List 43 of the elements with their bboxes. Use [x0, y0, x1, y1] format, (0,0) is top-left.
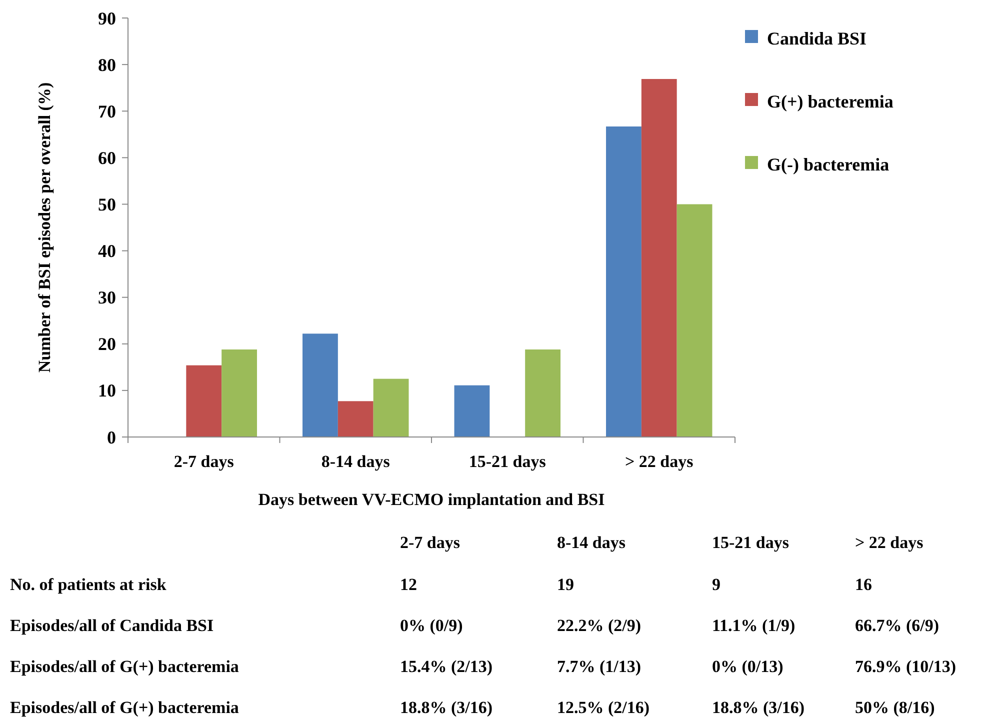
- text: 50% (8/16): [855, 698, 935, 717]
- text: 18.8% (3/16): [400, 698, 493, 717]
- legend-label: G(-) bacteremia: [767, 154, 890, 174]
- y-tick-label: 40: [98, 241, 116, 262]
- y-tick-label: 50: [98, 194, 116, 215]
- y-tick-label: 20: [98, 334, 116, 354]
- x-tick-label: > 22 days: [624, 452, 694, 471]
- legend-label: Candida BSI: [767, 28, 867, 48]
- category-label: 15-21 days: [712, 533, 789, 552]
- text: No. of patients at risk: [10, 575, 167, 594]
- text: 0% (0/13): [712, 657, 784, 676]
- category-label: 2-7 days: [400, 533, 460, 552]
- text: 9: [712, 575, 720, 594]
- y-tick-label: 0: [107, 427, 116, 448]
- text: 66.7% (6/9): [855, 616, 940, 635]
- text: 16: [855, 575, 872, 594]
- y-tick-label: 10: [98, 380, 116, 401]
- text: Episodes/all of Candida BSI: [10, 616, 214, 635]
- text: 22.2% (2/9): [557, 616, 642, 635]
- text: Episodes/all of G(+) bacteremia: [10, 657, 240, 676]
- y-tick-label: 80: [98, 54, 116, 75]
- text: 11.1% (1/9): [712, 616, 796, 635]
- text: 12: [400, 575, 417, 594]
- y-tick-label: 60: [98, 148, 116, 168]
- legend-label: G(+) bacteremia: [767, 91, 894, 112]
- text: 19: [557, 575, 574, 594]
- text: Episodes/all of G(+) bacteremia: [10, 698, 240, 717]
- category-label: 8-14 days: [557, 533, 626, 552]
- x-axis-title: Days between VV-ECMO implantation and BSI: [258, 490, 606, 509]
- text: 7.7% (1/13): [557, 657, 642, 676]
- y-axis-title: Number of BSI episodes per overall (%): [35, 82, 54, 373]
- text: 12.5% (2/16): [557, 698, 650, 717]
- text: 0% (0/9): [400, 616, 463, 635]
- x-tick-label: 15-21 days: [468, 452, 546, 471]
- x-tick-label: 2-7 days: [174, 452, 234, 471]
- y-tick-label: 90: [98, 8, 116, 28]
- y-tick-label: 70: [98, 101, 116, 122]
- text: 76.9% (10/13): [855, 657, 956, 676]
- text: 18.8% (3/16): [712, 698, 805, 717]
- x-tick-label: 8-14 days: [321, 452, 390, 471]
- text: 15.4% (2/13): [400, 657, 493, 676]
- category-label: > 22 days: [855, 533, 924, 552]
- y-tick-label: 30: [98, 288, 116, 308]
